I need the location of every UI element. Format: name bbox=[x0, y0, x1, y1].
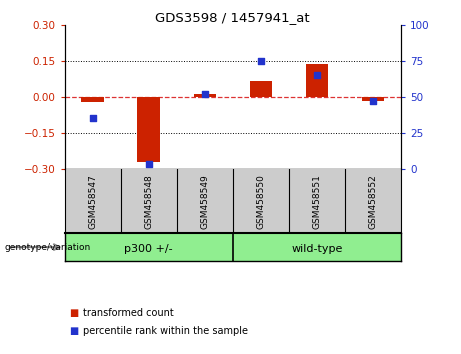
Bar bbox=[82, 97, 104, 102]
Bar bbox=[137, 97, 160, 161]
Text: transformed count: transformed count bbox=[83, 308, 174, 318]
Text: percentile rank within the sample: percentile rank within the sample bbox=[83, 326, 248, 336]
Point bbox=[89, 115, 96, 121]
Point bbox=[145, 161, 152, 167]
Text: genotype/variation: genotype/variation bbox=[5, 242, 91, 252]
Text: p300 +/-: p300 +/- bbox=[124, 244, 173, 253]
Text: GSM458548: GSM458548 bbox=[144, 174, 153, 229]
Bar bbox=[362, 97, 384, 101]
Bar bbox=[306, 64, 328, 97]
Bar bbox=[250, 81, 272, 97]
Title: GDS3598 / 1457941_at: GDS3598 / 1457941_at bbox=[155, 11, 310, 24]
Point bbox=[201, 91, 208, 97]
Text: GSM458551: GSM458551 bbox=[313, 174, 321, 229]
Bar bbox=[194, 95, 216, 97]
Text: GSM458549: GSM458549 bbox=[200, 174, 209, 229]
Text: GSM458547: GSM458547 bbox=[88, 174, 97, 229]
Text: ■: ■ bbox=[69, 326, 78, 336]
Text: wild-type: wild-type bbox=[291, 244, 343, 253]
Text: GSM458550: GSM458550 bbox=[256, 174, 266, 229]
Point bbox=[313, 72, 321, 78]
Point bbox=[257, 58, 265, 64]
Text: GSM458552: GSM458552 bbox=[368, 174, 378, 229]
Text: ■: ■ bbox=[69, 308, 78, 318]
Point bbox=[369, 98, 377, 104]
